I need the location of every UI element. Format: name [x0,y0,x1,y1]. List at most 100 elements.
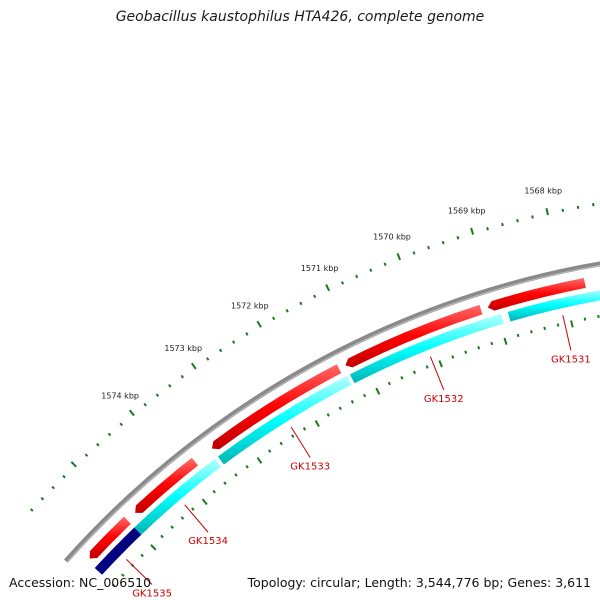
inner-major-tick [150,544,157,551]
inner-minor-tick [583,317,587,321]
inner-minor-tick [350,400,354,404]
inner-major-tick [256,457,263,464]
gene-leader-line [290,426,311,458]
inner-minor-tick [212,489,216,494]
inner-major-tick [570,320,574,328]
ruler-minor-tick [206,357,210,361]
inner-minor-tick [191,507,195,511]
ruler-minor-tick [107,432,112,437]
map-title: Geobacillus kaustophilus HTA426, complet… [115,9,485,25]
inner-major-tick [375,387,381,395]
ruler-major-tick [128,409,135,417]
forward-gene[interactable] [211,364,342,450]
inner-minor-tick [530,330,533,334]
inner-minor-tick [234,473,238,477]
gene-labels: GK1531 GK1532 GK1533 GK1534 GK1535 [126,315,591,599]
ruler-label: 1573 kbp [164,344,202,353]
inner-minor-tick [160,534,164,539]
ruler-major-tick [545,207,549,216]
ruler-minor-tick [96,442,100,447]
ruler-label: 1570 kbp [373,232,411,241]
ruler-minor-tick [313,294,317,299]
inner-minor-tick [477,346,481,350]
inner-major-tick [314,420,320,428]
inner-minor-tick [279,441,283,446]
inner-minor-tick [111,583,116,587]
ruler-minor-tick [369,268,373,273]
inner-major-tick [438,360,443,368]
ruler-major-tick [396,253,401,261]
ruler-major-tick [70,461,77,468]
accession-text: Accession: NC_006510 [9,575,152,590]
inner-minor-tick [464,350,468,355]
reverse-gene[interactable] [134,458,222,535]
ruler-ticks [30,203,600,587]
ruler-label: 1574 kbp [101,392,139,401]
gene-leader-line [562,315,572,351]
gene-leader-line [126,558,153,585]
inner-minor-tick [245,464,249,469]
ruler-minor-tick [592,203,595,207]
ruler-minor-tick [40,496,45,501]
ruler-minor-tick [427,245,430,250]
reverse-gene[interactable] [349,313,504,384]
inner-minor-tick [387,381,391,386]
backbone-arc [63,261,600,563]
ruler-major-tick [325,284,331,292]
forward-gene[interactable] [487,278,586,311]
inner-minor-tick [338,406,342,411]
ruler-minor-tick [383,262,387,267]
ruler-minor-tick [561,208,565,213]
inner-minor-tick [268,449,272,453]
inner-minor-tick [516,333,520,338]
inner-minor-tick [543,326,547,330]
ruler-major-tick [256,320,262,328]
gene-label[interactable]: GK1533 [290,462,330,473]
inner-minor-tick [121,573,125,577]
reverse-gene[interactable] [217,375,352,465]
forward-gene[interactable] [135,457,199,513]
ruler-minor-tick [355,274,359,279]
ruler-major-tick [190,362,197,370]
genome-summary-text: Topology: circular; Length: 3,544,776 bp… [247,575,591,590]
ruler-minor-tick [143,402,147,407]
reverse-gene[interactable] [507,288,600,322]
inner-major-tick [201,498,208,506]
inner-minor-tick [363,393,367,398]
inner-minor-tick [302,427,307,431]
gene-label[interactable]: GK1532 [424,394,464,405]
ruler-major-tick [470,227,475,235]
gene-track [89,278,600,575]
forward-gene[interactable] [345,304,483,368]
inner-minor-tick [597,314,600,319]
ruler-minor-tick [30,508,34,512]
ruler-minor-tick [51,485,55,490]
ruler-minor-tick [486,227,489,231]
ruler-minor-tick [285,308,289,313]
ruler-label: 1569 kbp [448,207,486,216]
gene-leader-line [184,504,209,533]
inner-major-tick [503,337,508,345]
ruler-label: 1568 kbp [524,187,562,196]
ruler-minor-tick [501,222,504,227]
inner-minor-tick [412,370,416,375]
inner-minor-tick [490,341,494,346]
highlighted-gene[interactable] [94,527,142,575]
ruler-minor-tick [340,281,345,285]
inner-minor-tick [291,434,295,438]
ruler-minor-tick [531,215,534,219]
gene-label[interactable]: GK1535 [132,588,172,599]
inner-minor-tick [223,481,227,485]
ruler-minor-tick [516,218,519,223]
inner-minor-tick [140,553,144,558]
ruler-minor-tick [456,236,460,240]
forward-gene[interactable] [89,516,131,559]
inner-minor-tick [400,376,404,380]
gene-label[interactable]: GK1531 [551,354,591,365]
gene-leader-line [429,356,445,391]
ruler-minor-tick [218,348,223,353]
inner-minor-tick [180,516,185,520]
gene-label[interactable]: GK1534 [188,536,228,547]
